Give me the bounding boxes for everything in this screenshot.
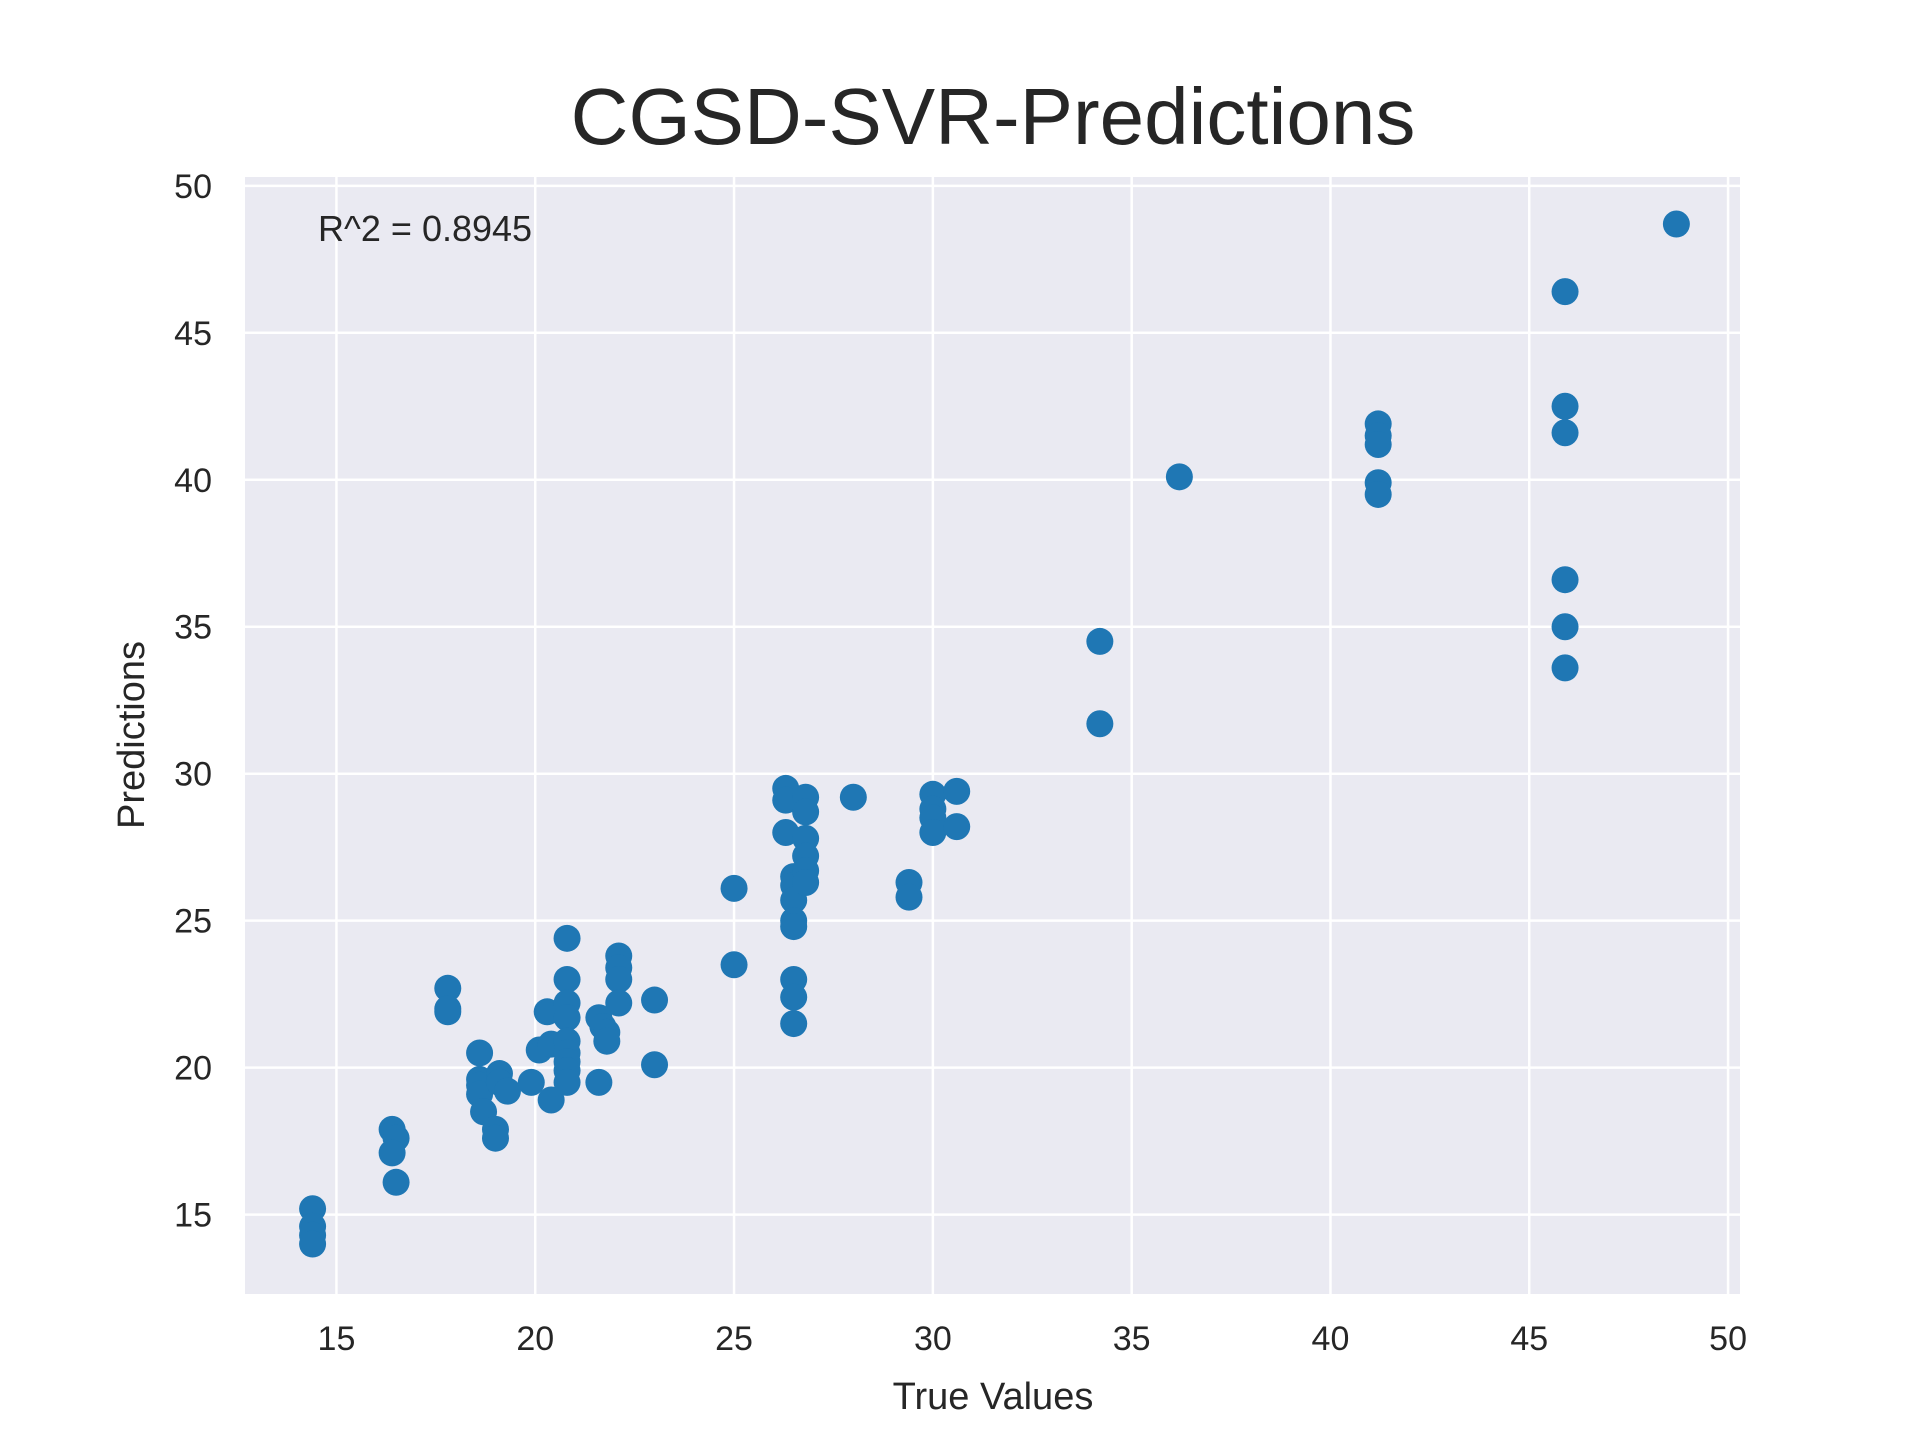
y-tick-label: 20 (174, 1050, 212, 1088)
data-point (1551, 392, 1579, 420)
data-point (585, 1068, 613, 1096)
data-point (1551, 419, 1579, 447)
data-point (553, 965, 581, 993)
x-axis-label: True Values (893, 1376, 1094, 1418)
data-point (1551, 654, 1579, 682)
data-point (593, 1027, 621, 1055)
data-point (299, 1230, 327, 1258)
data-point (720, 874, 748, 902)
data-point (641, 986, 669, 1014)
data-point (943, 813, 971, 841)
data-point (493, 1077, 521, 1105)
chart-title: CGSD-SVR-Predictions (571, 72, 1416, 161)
data-point (1364, 430, 1392, 458)
data-point (537, 1086, 565, 1114)
data-point (1551, 566, 1579, 594)
x-tick-label: 20 (516, 1320, 554, 1358)
data-point (780, 1010, 808, 1038)
x-tick-label: 25 (715, 1320, 753, 1358)
y-tick-label: 25 (174, 903, 212, 941)
y-tick-label: 35 (174, 609, 212, 647)
y-tick-label: 30 (174, 756, 212, 794)
x-tick-label: 40 (1312, 1320, 1350, 1358)
y-tick-labels: 15 20 25 30 35 40 45 50 (174, 168, 212, 1235)
data-point (919, 819, 947, 847)
data-point (1551, 278, 1579, 306)
data-point (553, 924, 581, 952)
data-points (299, 210, 1690, 1258)
data-point (895, 883, 923, 911)
data-point (1662, 210, 1690, 238)
x-tick-label: 35 (1113, 1320, 1151, 1358)
data-point (382, 1168, 410, 1196)
data-point (1086, 710, 1114, 738)
data-point (772, 786, 800, 814)
data-point (641, 1051, 669, 1079)
data-point (481, 1124, 509, 1152)
data-point (553, 1004, 581, 1032)
data-point (943, 777, 971, 805)
r-squared-annotation: R^2 = 0.8945 (318, 208, 532, 249)
data-point (1165, 463, 1193, 491)
y-tick-label: 50 (174, 168, 212, 206)
data-point (1364, 480, 1392, 508)
data-point (378, 1139, 406, 1167)
x-tick-label: 50 (1709, 1320, 1747, 1358)
x-tick-label: 15 (318, 1320, 356, 1358)
data-point (434, 995, 462, 1023)
data-point (1551, 613, 1579, 641)
data-point (780, 913, 808, 941)
y-axis-label: Predictions (111, 641, 153, 829)
x-tick-labels: 15 20 25 30 35 40 45 50 (318, 1320, 1747, 1358)
data-point (434, 974, 462, 1002)
grid (245, 177, 1740, 1294)
data-point (466, 1039, 494, 1067)
data-point (553, 1068, 581, 1096)
data-point (517, 1068, 545, 1096)
data-point (839, 783, 867, 811)
data-point (792, 868, 820, 896)
x-tick-label: 30 (914, 1320, 952, 1358)
data-point (605, 989, 633, 1017)
data-point (605, 965, 633, 993)
data-point (720, 951, 748, 979)
plot-area (245, 177, 1740, 1294)
data-point (780, 983, 808, 1011)
x-tick-label: 45 (1510, 1320, 1548, 1358)
y-tick-label: 40 (174, 462, 212, 500)
y-tick-label: 45 (174, 315, 212, 353)
data-point (1086, 627, 1114, 655)
data-point (792, 798, 820, 826)
y-tick-label: 15 (174, 1197, 212, 1235)
